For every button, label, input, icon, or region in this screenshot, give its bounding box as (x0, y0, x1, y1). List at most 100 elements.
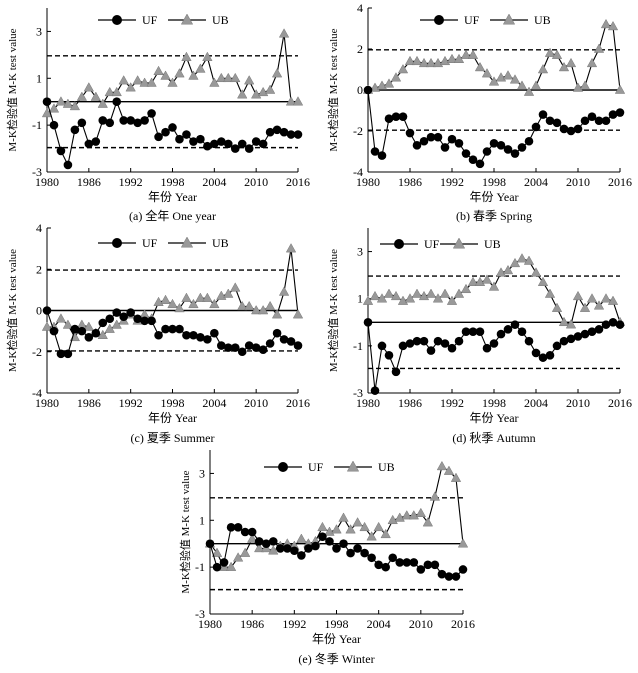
ub-point (401, 510, 412, 520)
ub-point (55, 313, 67, 323)
legend-uf-marker (394, 239, 404, 249)
uf-point (573, 124, 583, 134)
legend-ub-label: UB (212, 13, 229, 27)
ub-point (195, 292, 206, 302)
y-tick-label: 0 (36, 304, 42, 318)
legend-ub: UB (334, 460, 395, 474)
ub-point (516, 253, 528, 263)
uf-point (189, 330, 198, 340)
x-tick-label: 1980 (356, 175, 380, 189)
ub-point (232, 552, 244, 562)
chart-panel-0: -3 -1 1 3 1980 1986 1992 1998 2004 2010 2016 年份 Yea… (5, 8, 310, 223)
uf-point (391, 367, 401, 377)
series-uf-line (367, 89, 621, 165)
uf-point (608, 317, 618, 327)
ub-point (202, 51, 213, 61)
y-tick-label: 4 (357, 1, 363, 15)
uf-point (538, 110, 548, 119)
y-axis-label: M-K检验值 M-K test value (326, 249, 340, 372)
y-axis-label: M-K检验值 M-K test value (326, 28, 340, 151)
uf-point (272, 125, 282, 135)
ub-point (467, 49, 479, 59)
ub-point (331, 524, 342, 534)
uf-point (240, 527, 250, 537)
uf-point (254, 537, 264, 546)
x-axis-label: 年份 Year (148, 411, 197, 425)
legend-ub-marker (452, 237, 466, 249)
uf-point (91, 137, 101, 146)
uf-point (559, 124, 569, 134)
ub-point (390, 72, 402, 82)
ub-point (418, 57, 430, 68)
ub-point (429, 491, 441, 501)
uf-point (161, 324, 170, 334)
y-tick-label: -3 (32, 165, 42, 179)
x-tick-label: 1980 (35, 396, 59, 410)
uf-point (475, 159, 485, 169)
uf-point (77, 118, 87, 128)
legend-uf-label: UF (308, 460, 324, 474)
uf-point (63, 160, 73, 170)
ub-point (362, 295, 374, 305)
uf-point (268, 537, 278, 546)
ub-point (565, 319, 577, 329)
uf-point (203, 335, 212, 344)
ub-point (167, 298, 178, 309)
ub-point (104, 86, 115, 97)
ub-point (530, 267, 542, 277)
uf-point (433, 336, 443, 346)
x-tick-label: 2016 (608, 175, 632, 189)
ub-point (474, 61, 486, 72)
uf-point (223, 139, 233, 149)
ub-point (83, 82, 95, 92)
uf-point (482, 147, 492, 156)
ub-point (250, 304, 262, 315)
uf-point (419, 336, 429, 346)
ub-point (443, 465, 455, 475)
ub-point (153, 65, 164, 76)
ub-point (467, 276, 479, 286)
uf-point (458, 565, 468, 574)
ub-point (216, 72, 227, 83)
ub-point (516, 80, 528, 90)
x-tick-label: 1986 (77, 175, 101, 189)
uf-point (412, 141, 422, 150)
y-tick-label: 4 (36, 221, 42, 235)
uf-point (451, 572, 461, 581)
ub-point (225, 561, 237, 571)
uf-point (391, 112, 401, 121)
uf-point (454, 336, 464, 346)
uf-point (251, 137, 261, 146)
uf-point (594, 116, 604, 126)
ub-point (425, 57, 437, 68)
uf-point (419, 136, 429, 146)
ub-point (383, 78, 395, 88)
ub-point (397, 63, 409, 74)
uf-point (440, 143, 450, 152)
legend-ub-label: UB (534, 13, 551, 27)
uf-point (377, 341, 387, 351)
uf-point (388, 553, 398, 563)
uf-point (168, 324, 177, 334)
y-tick-label: 3 (357, 245, 363, 259)
ub-point (97, 329, 108, 339)
uf-point (140, 116, 149, 125)
uf-point (510, 149, 520, 158)
ub-point (411, 288, 423, 298)
ub-point (579, 80, 591, 90)
uf-point (91, 328, 101, 338)
ub-point (237, 300, 248, 311)
uf-point (517, 143, 527, 152)
uf-point (140, 316, 149, 326)
uf-point (580, 329, 590, 339)
legend-uf-label: UF (142, 13, 158, 27)
uf-point (56, 146, 66, 156)
uf-point (154, 330, 163, 340)
ub-point (264, 84, 276, 94)
ub-point (502, 70, 514, 80)
uf-point (538, 353, 548, 362)
y-tick-label: -1 (195, 560, 205, 574)
ub-point (209, 77, 220, 87)
chart-title: (e) 冬季 Winter (298, 651, 374, 666)
x-tick-label: 2016 (286, 175, 310, 189)
